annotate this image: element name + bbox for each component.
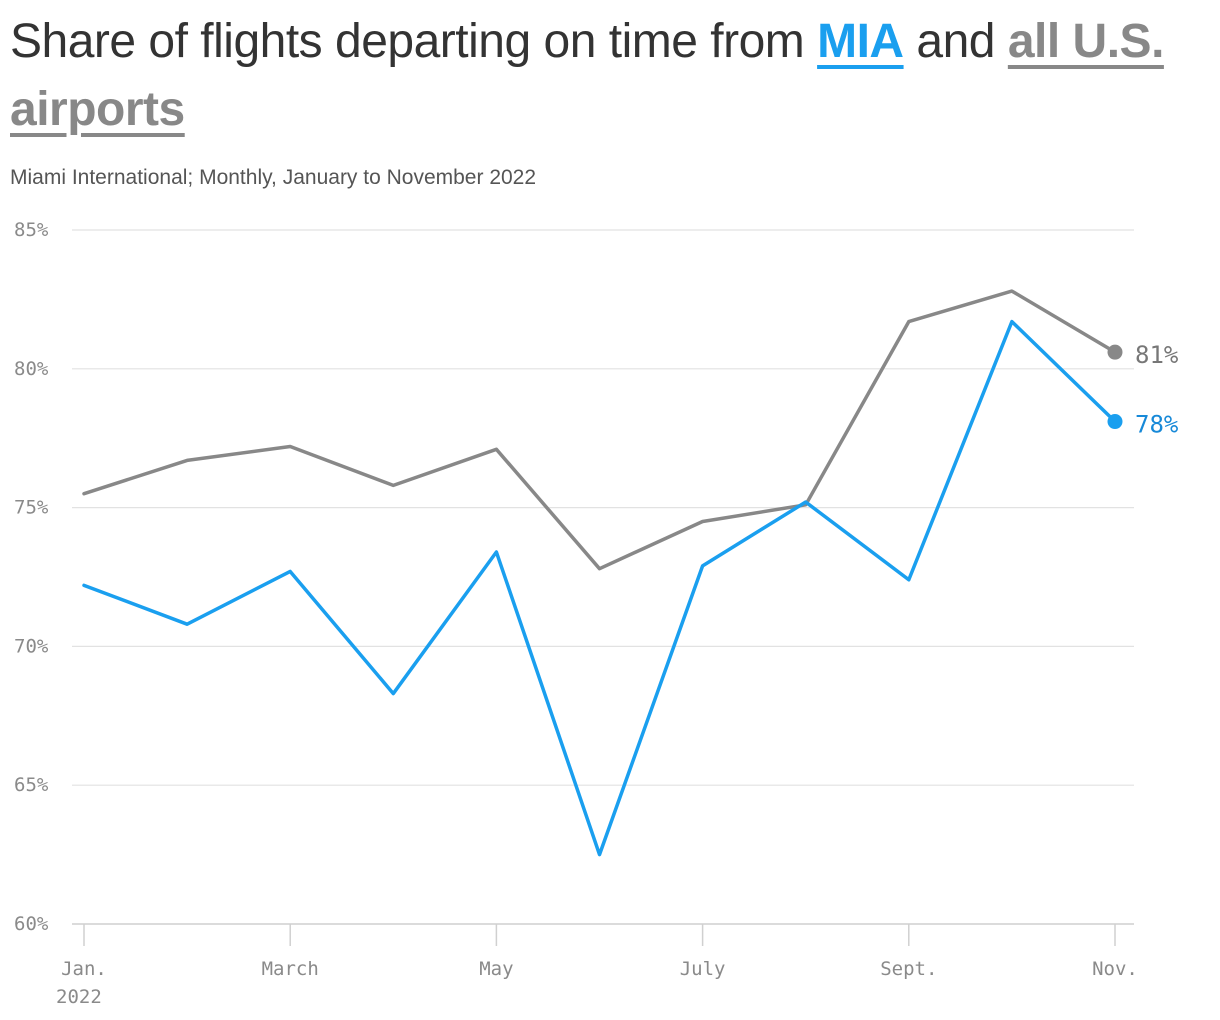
series-end-point-1 bbox=[1107, 344, 1123, 360]
y-tick-label-80: 80% bbox=[14, 358, 49, 380]
x-tick-label-4-0: May bbox=[479, 958, 513, 980]
y-tick-label-65: 65% bbox=[14, 774, 49, 796]
y-tick-label-60: 60% bbox=[14, 913, 49, 935]
y-tick-label-85: 85% bbox=[14, 219, 49, 241]
series-line-0 bbox=[82, 319, 1117, 857]
chart-subtitle: Miami International; Monthly, January to… bbox=[10, 166, 537, 189]
title-part-3: and bbox=[903, 15, 1008, 68]
x-tick-label-0-0: Jan. bbox=[61, 958, 107, 980]
x-tick-label-0-1: 2022 bbox=[56, 986, 102, 1008]
x-tick-label-6-0: July bbox=[680, 958, 726, 980]
title-highlight-mia: MIA bbox=[817, 15, 904, 68]
title-highlight-us-airports: all U.S. airports bbox=[10, 15, 1164, 136]
x-tick-label-10-0: Nov. bbox=[1092, 958, 1138, 980]
series-end-point-0 bbox=[1107, 414, 1123, 430]
series-end-label-0: 78% bbox=[1135, 411, 1179, 439]
x-tick-label-8-0: Sept. bbox=[880, 958, 937, 980]
y-tick-label-75: 75% bbox=[14, 497, 49, 519]
title-part-1: Share of flights departing on time from bbox=[10, 15, 818, 68]
series-line-1 bbox=[82, 289, 1117, 571]
y-tick-label-70: 70% bbox=[14, 635, 49, 657]
series-end-label-1: 81% bbox=[1135, 341, 1179, 369]
chart-title: Share of flights departing on time from … bbox=[10, 8, 1200, 144]
x-tick-label-2-0: March bbox=[262, 958, 319, 980]
